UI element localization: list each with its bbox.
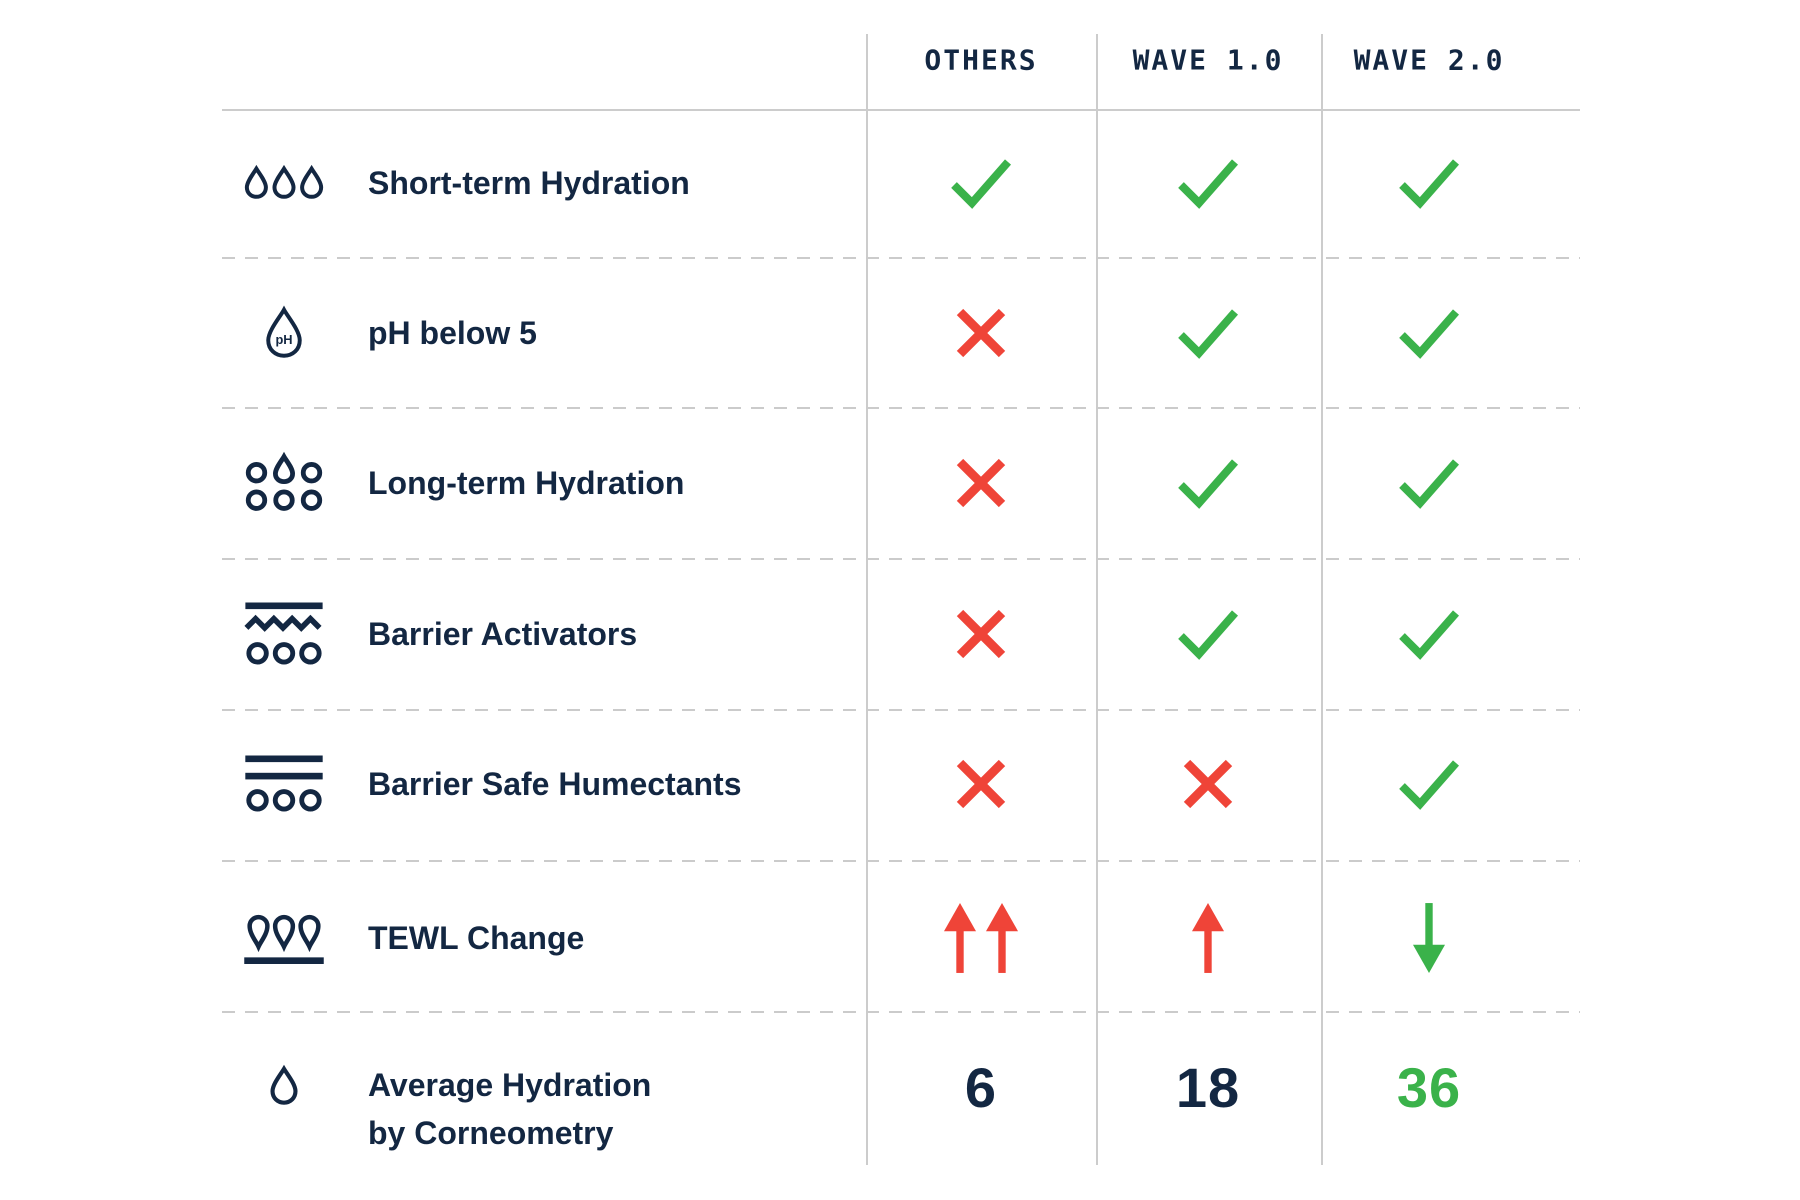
table-cell-mark	[1412, 903, 1446, 973]
check-icon	[1399, 459, 1460, 509]
table-cell-mark: 18	[1176, 1060, 1240, 1116]
header-divider-line	[222, 109, 1580, 111]
table-cell-mark: 36	[1397, 1060, 1461, 1116]
double-up-arrow-icon	[943, 903, 1019, 973]
table-cell-mark	[949, 157, 1013, 209]
check-icon	[1178, 610, 1239, 660]
check-icon	[1399, 309, 1460, 359]
table-cell-mark	[1397, 157, 1461, 209]
table-cell-mark	[1176, 157, 1240, 209]
table-cell-mark	[954, 306, 1008, 360]
check-icon	[951, 159, 1012, 209]
table-cell-mark	[1397, 758, 1461, 810]
row-divider-line	[222, 407, 1580, 409]
single-droplet-icon	[269, 1064, 299, 1106]
up-arrow-icon	[985, 903, 1019, 973]
column-divider-line	[1096, 34, 1098, 1165]
table-cell-mark	[1191, 903, 1225, 973]
up-arrow-icon	[1191, 903, 1225, 973]
column-divider-line	[1321, 34, 1323, 1165]
check-icon	[1399, 159, 1460, 209]
row-divider-line	[222, 860, 1580, 862]
column-header-0: OTHERS	[924, 43, 1038, 77]
cross-icon	[956, 609, 1006, 659]
column-divider-line	[866, 34, 868, 1165]
table-cell-mark	[1397, 307, 1461, 359]
column-header-1: WAVE 1.0	[1132, 43, 1284, 77]
table-cell-mark	[1176, 608, 1240, 660]
up-arrow-icon	[943, 903, 977, 973]
check-icon	[1178, 159, 1239, 209]
tewl-droplets-icon	[244, 912, 324, 965]
table-cell-mark	[1397, 457, 1461, 509]
cross-icon	[956, 759, 1006, 809]
metric-value: 36	[1396, 1056, 1462, 1119]
check-icon	[1178, 459, 1239, 509]
table-cell-mark	[1181, 757, 1235, 811]
table-cell-mark	[954, 607, 1008, 661]
check-icon	[1399, 610, 1460, 660]
three-droplets-icon	[244, 164, 324, 200]
svg-text:pH: pH	[275, 332, 292, 347]
metric-value: 6	[964, 1056, 998, 1119]
table-cell-mark	[1176, 457, 1240, 509]
row-divider-line	[222, 709, 1580, 711]
check-icon	[1399, 760, 1460, 810]
row-label: Long-term Hydration	[368, 465, 685, 501]
check-icon	[1178, 309, 1239, 359]
row-label: pH below 5	[368, 315, 537, 351]
row-label-line2: by Corneometry	[368, 1115, 614, 1151]
cross-icon	[956, 308, 1006, 358]
row-divider-line	[222, 1011, 1580, 1013]
row-label: Short-term Hydration	[368, 165, 690, 201]
row-divider-line	[222, 257, 1580, 259]
down-arrow-icon	[1412, 903, 1446, 973]
long-term-hydration-icon	[245, 451, 323, 511]
table-cell-mark	[1176, 307, 1240, 359]
row-label: TEWL Change	[368, 920, 585, 956]
column-header-2: WAVE 2.0	[1353, 43, 1505, 77]
table-cell-mark	[954, 757, 1008, 811]
barrier-activators-icon	[244, 602, 323, 666]
cross-icon	[956, 458, 1006, 508]
cross-icon	[1183, 759, 1233, 809]
row-label: Barrier Activators	[368, 616, 638, 652]
row-label: Average Hydration by Corneometry	[368, 1061, 651, 1157]
barrier-safe-humectants-icon	[245, 755, 323, 813]
table-cell-mark: 6	[965, 1060, 997, 1116]
table-cell-mark	[1397, 608, 1461, 660]
ph-droplet-icon: pH	[263, 305, 305, 359]
table-cell-mark	[954, 456, 1008, 510]
metric-value: 18	[1175, 1056, 1241, 1119]
row-divider-line	[222, 558, 1580, 560]
table-cell-mark	[943, 903, 1019, 973]
row-label-line1: Average Hydration	[368, 1067, 652, 1103]
row-label: Barrier Safe Humectants	[368, 766, 742, 802]
